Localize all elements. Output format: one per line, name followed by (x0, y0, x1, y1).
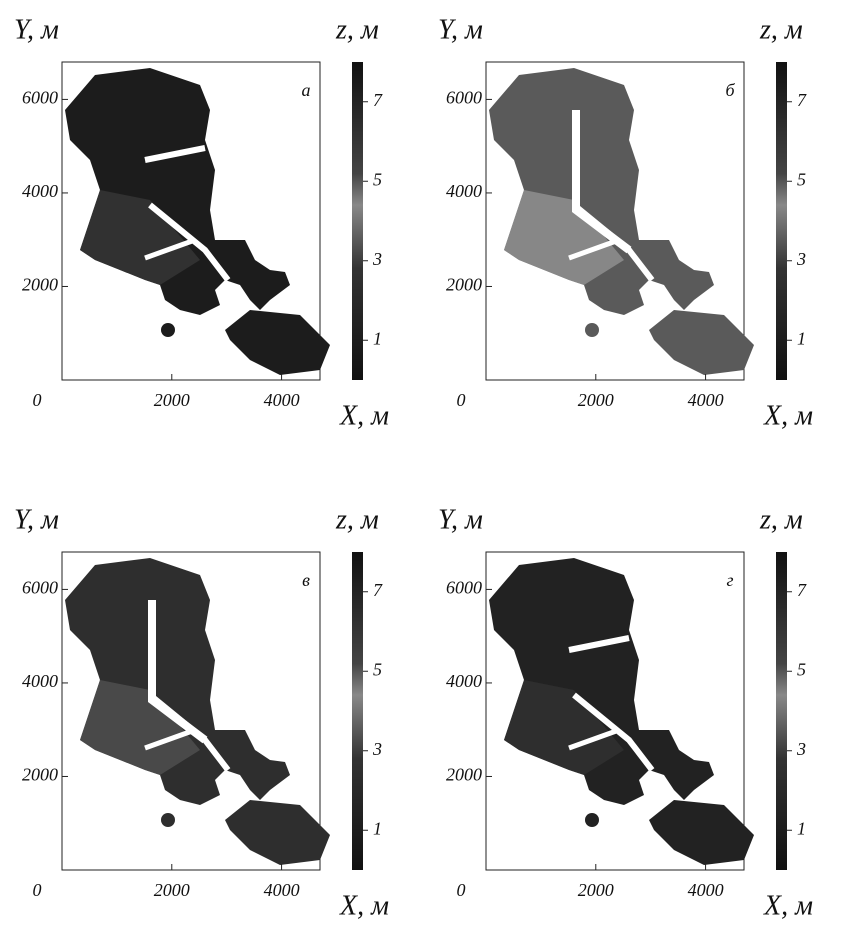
plot-frame (485, 551, 745, 871)
colorbar-tick-label: 3 (372, 249, 382, 269)
water-body (225, 310, 330, 375)
y-tick-label: 4000 (22, 671, 58, 691)
colorbar (352, 552, 363, 870)
x-axis-label: X, м (763, 400, 813, 431)
colorbar-label: z, м (759, 14, 803, 45)
y-tick-label: 2000 (22, 275, 58, 295)
water-body (585, 813, 599, 827)
colorbar-tick-label: 3 (372, 739, 382, 759)
colorbar (352, 62, 363, 380)
x-tick-label: 2000 (578, 390, 614, 410)
channel (568, 727, 620, 751)
x-tick-label: 4000 (688, 880, 724, 900)
x-axis-label: X, м (339, 400, 389, 431)
colorbar-tick-label: 1 (373, 328, 382, 348)
channel (144, 727, 196, 751)
colorbar-tick-label: 3 (796, 249, 806, 269)
panel-label: г (726, 570, 733, 590)
colorbar-tick-label: 7 (373, 580, 383, 600)
water-body (161, 813, 175, 827)
colorbar-tick-label: 1 (797, 328, 806, 348)
panel: 0 2000 4000 2000 4000 6000 1 3 5 7 Y, м z, м X, м б (438, 14, 813, 431)
x-tick-label: 2000 (578, 880, 614, 900)
channel (148, 202, 231, 282)
shallow-zone (504, 190, 624, 285)
plot-frame (61, 551, 321, 871)
colorbar-tick-label: 1 (797, 818, 806, 838)
colorbar (776, 552, 787, 870)
colorbar-tick-label: 7 (797, 90, 807, 110)
y-tick-label: 6000 (446, 88, 482, 108)
channel (568, 237, 620, 261)
colorbar-tick-label: 5 (373, 659, 382, 679)
water-body (649, 310, 754, 375)
colorbar (776, 62, 787, 380)
x-tick-label: 0 (457, 390, 466, 410)
colorbar-tick-label: 5 (373, 169, 382, 189)
water-body (65, 558, 290, 805)
y-axis-label: Y, м (438, 504, 483, 535)
channel (568, 635, 630, 653)
x-axis-label: X, м (763, 890, 813, 921)
x-tick-label: 4000 (264, 880, 300, 900)
colorbar-label: z, м (335, 14, 379, 45)
colorbar-tick-label: 7 (797, 580, 807, 600)
water-body (585, 323, 599, 337)
y-tick-label: 2000 (446, 275, 482, 295)
y-tick-label: 6000 (446, 578, 482, 598)
y-tick-label: 2000 (22, 765, 58, 785)
colorbar-tick-label: 3 (796, 739, 806, 759)
water-body (489, 68, 714, 315)
y-tick-label: 4000 (22, 181, 58, 201)
y-tick-label: 6000 (22, 88, 58, 108)
shallow-zone (80, 680, 200, 775)
water-body (65, 68, 290, 315)
x-tick-label: 0 (33, 880, 42, 900)
plot-frame (485, 61, 745, 381)
y-axis-label: Y, м (14, 504, 59, 535)
y-axis-label: Y, м (14, 14, 59, 45)
x-tick-label: 4000 (688, 390, 724, 410)
water-body (225, 800, 330, 865)
x-tick-label: 4000 (264, 390, 300, 410)
channel (144, 237, 196, 261)
colorbar-tick-label: 5 (797, 169, 806, 189)
shallow-zone (80, 190, 200, 285)
x-tick-label: 0 (33, 390, 42, 410)
colorbar-label: z, м (335, 504, 379, 535)
panel-label: б (725, 80, 735, 100)
y-tick-label: 6000 (22, 578, 58, 598)
water-body (649, 800, 754, 865)
water-body (489, 558, 714, 805)
panel: 0 2000 4000 2000 4000 6000 1 3 5 7 Y, м z, м X, м г (438, 504, 813, 921)
panel: 0 2000 4000 2000 4000 6000 1 3 5 7 Y, м z, м X, м а (14, 14, 389, 431)
water-body (161, 323, 175, 337)
x-tick-label: 0 (457, 880, 466, 900)
channel (572, 110, 632, 254)
colorbar-tick-label: 7 (373, 90, 383, 110)
colorbar-label: z, м (759, 504, 803, 535)
channel (148, 600, 208, 744)
panel: 0 2000 4000 2000 4000 6000 1 3 5 7 Y, м z, м X, м в (14, 504, 389, 921)
colorbar-tick-label: 5 (797, 659, 806, 679)
channel (572, 692, 655, 772)
y-tick-label: 2000 (446, 765, 482, 785)
x-tick-label: 2000 (154, 390, 190, 410)
channel (144, 145, 206, 163)
y-axis-label: Y, м (438, 14, 483, 45)
x-tick-label: 2000 (154, 880, 190, 900)
y-tick-label: 4000 (446, 181, 482, 201)
y-tick-label: 4000 (446, 671, 482, 691)
panel-label: а (302, 80, 311, 100)
plot-frame (61, 61, 321, 381)
colorbar-tick-label: 1 (373, 818, 382, 838)
shallow-zone (504, 680, 624, 775)
panel-label: в (302, 570, 310, 590)
x-axis-label: X, м (339, 890, 389, 921)
